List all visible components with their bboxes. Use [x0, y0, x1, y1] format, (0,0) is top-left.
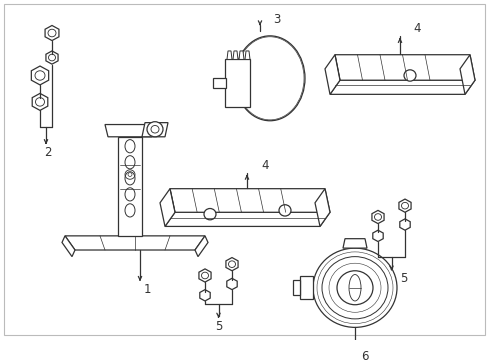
- Polygon shape: [200, 290, 210, 301]
- Circle shape: [279, 205, 291, 216]
- Polygon shape: [300, 276, 313, 299]
- Polygon shape: [460, 55, 475, 94]
- Text: 2: 2: [44, 146, 52, 159]
- Text: 3: 3: [273, 13, 281, 26]
- Polygon shape: [325, 55, 340, 94]
- Text: 6: 6: [361, 350, 369, 360]
- Polygon shape: [62, 236, 75, 257]
- Polygon shape: [335, 55, 475, 80]
- Polygon shape: [45, 26, 59, 41]
- Circle shape: [337, 271, 373, 305]
- FancyBboxPatch shape: [213, 78, 226, 88]
- Circle shape: [128, 173, 132, 176]
- Polygon shape: [400, 219, 410, 230]
- Polygon shape: [32, 93, 48, 111]
- Polygon shape: [65, 236, 205, 250]
- Circle shape: [147, 122, 163, 137]
- Polygon shape: [343, 239, 367, 248]
- Polygon shape: [372, 210, 384, 224]
- Polygon shape: [399, 199, 411, 212]
- Circle shape: [322, 257, 388, 319]
- Polygon shape: [239, 51, 244, 59]
- Polygon shape: [195, 236, 208, 257]
- Polygon shape: [227, 278, 237, 290]
- Polygon shape: [233, 51, 238, 59]
- Polygon shape: [245, 51, 250, 59]
- Polygon shape: [118, 137, 142, 236]
- Circle shape: [404, 70, 416, 81]
- Circle shape: [49, 54, 55, 61]
- Circle shape: [48, 29, 56, 37]
- Circle shape: [374, 214, 382, 220]
- Polygon shape: [225, 59, 250, 107]
- Circle shape: [401, 202, 409, 209]
- Polygon shape: [160, 189, 175, 226]
- Polygon shape: [315, 189, 330, 226]
- Polygon shape: [373, 230, 383, 242]
- Polygon shape: [165, 212, 330, 226]
- Polygon shape: [330, 80, 475, 94]
- Circle shape: [228, 261, 236, 267]
- Ellipse shape: [349, 275, 361, 301]
- Text: 5: 5: [215, 320, 222, 333]
- Circle shape: [35, 71, 45, 80]
- Ellipse shape: [235, 36, 305, 121]
- Circle shape: [35, 98, 45, 106]
- Circle shape: [125, 170, 135, 179]
- Polygon shape: [199, 269, 211, 282]
- Text: 4: 4: [413, 22, 421, 35]
- Polygon shape: [142, 123, 168, 137]
- Polygon shape: [46, 51, 58, 64]
- Circle shape: [313, 248, 397, 327]
- Polygon shape: [105, 125, 155, 137]
- Text: 5: 5: [400, 272, 407, 285]
- Circle shape: [201, 272, 209, 279]
- Polygon shape: [227, 51, 232, 59]
- Text: 1: 1: [143, 283, 151, 296]
- Polygon shape: [31, 66, 49, 85]
- Circle shape: [151, 126, 159, 133]
- Polygon shape: [170, 189, 330, 212]
- Circle shape: [204, 208, 216, 220]
- Text: 4: 4: [261, 159, 269, 172]
- Polygon shape: [293, 280, 300, 295]
- Polygon shape: [226, 257, 238, 271]
